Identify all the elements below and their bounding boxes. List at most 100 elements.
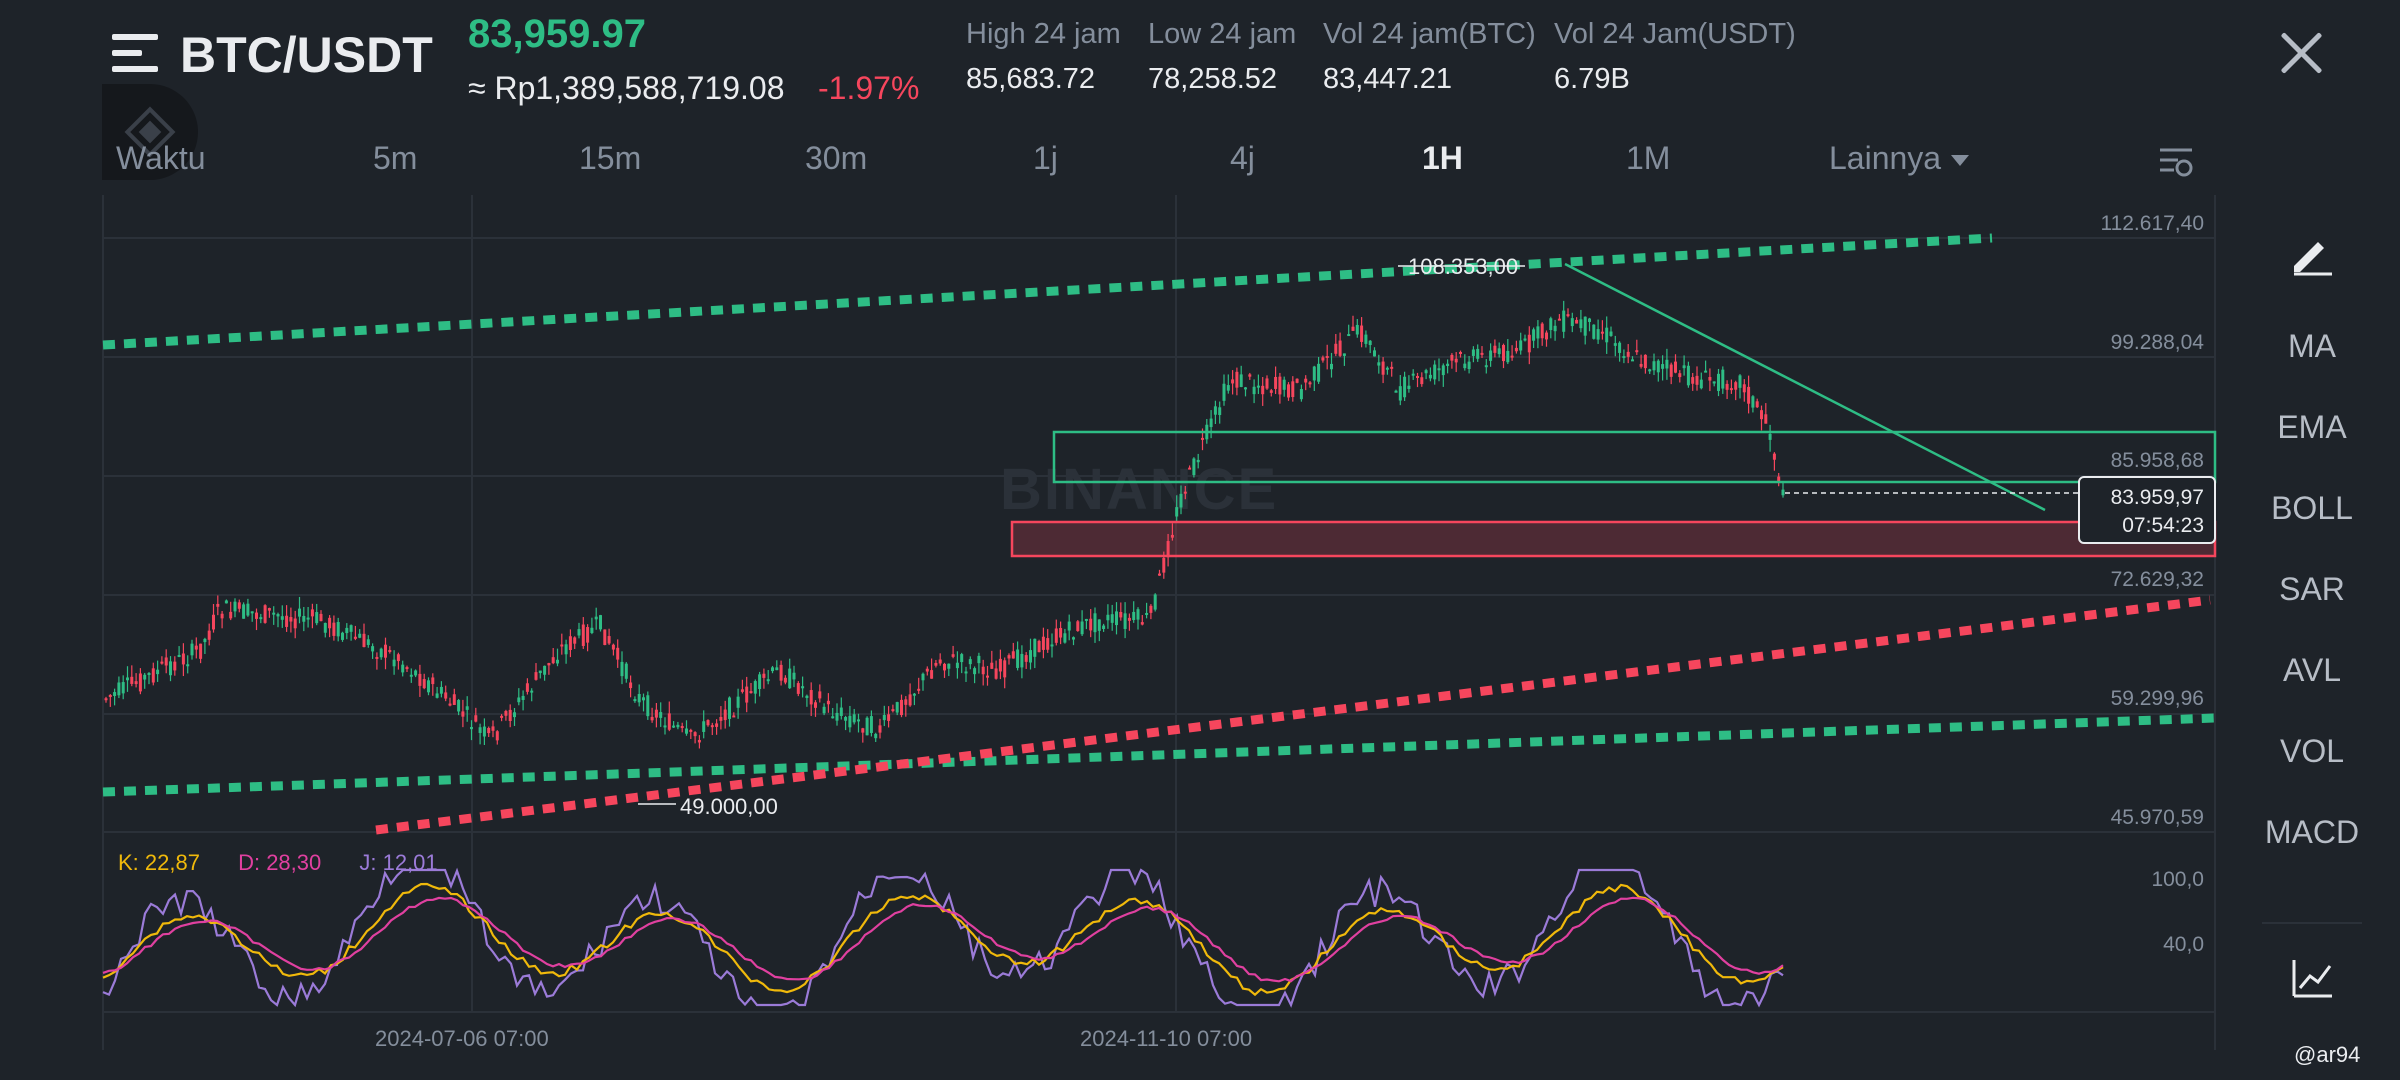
candle-body: [1110, 614, 1114, 623]
chart-type-icon[interactable]: [2290, 956, 2336, 1002]
tab-5m[interactable]: 5m: [373, 140, 418, 176]
candle-body: [1334, 343, 1338, 354]
candle-body: [775, 667, 779, 671]
tab-waktu[interactable]: Waktu: [116, 140, 206, 176]
candle-body: [216, 603, 220, 607]
stat-label: Low 24 jam: [1148, 18, 1297, 50]
candle-body: [796, 683, 800, 694]
candle-body: [461, 711, 465, 717]
candle-body: [865, 717, 869, 736]
tab-4j[interactable]: 4j: [1230, 140, 1255, 176]
candle-body: [594, 616, 598, 620]
stat-value: 85,683.72: [966, 63, 1096, 95]
candle-body: [126, 677, 129, 681]
author-credit: @ar94: [2294, 1042, 2361, 1067]
candle-body: [577, 629, 581, 636]
indicator-sar[interactable]: SAR: [2279, 571, 2345, 607]
candle-body: [1626, 351, 1630, 357]
candle-body: [1420, 377, 1424, 385]
candle-body: [164, 657, 168, 666]
candle-body: [1248, 374, 1252, 377]
menu-icon[interactable]: [112, 34, 158, 74]
candle-body: [1708, 377, 1712, 381]
tab-1m[interactable]: 1M: [1626, 140, 1671, 176]
candle-body: [1080, 621, 1084, 635]
candle-body: [1119, 611, 1123, 618]
tab-15m[interactable]: 15m: [579, 140, 642, 176]
candle-body: [276, 614, 280, 617]
candle-body: [1476, 348, 1480, 359]
indicator-ma[interactable]: MA: [2288, 328, 2336, 364]
pair-title[interactable]: BTC/USDT: [180, 27, 433, 83]
candle-body: [319, 613, 323, 622]
candle-body: [323, 622, 327, 633]
support-trendline: [375, 595, 2211, 835]
candle-body: [186, 664, 190, 667]
indicator-macd[interactable]: MACD: [2264, 814, 2360, 850]
candle-body: [160, 661, 164, 664]
chart-settings-icon[interactable]: [2158, 144, 2194, 180]
tab-more[interactable]: Lainnya: [1829, 140, 1970, 177]
candle-body: [1317, 363, 1321, 382]
candle-body: [951, 654, 955, 657]
candle-body: [1669, 364, 1673, 377]
candle-body: [1360, 325, 1364, 342]
candle-body: [1059, 627, 1063, 638]
candle-body: [147, 672, 151, 675]
candle-body: [1545, 332, 1548, 340]
candle-body: [1622, 356, 1626, 359]
tab-1j[interactable]: 1j: [1033, 140, 1058, 176]
candle-body: [611, 644, 615, 650]
candle-body: [706, 720, 710, 726]
stat-label: High 24 jam: [966, 18, 1121, 50]
candle-body: [521, 695, 525, 700]
candle-body: [680, 726, 684, 729]
candle-body: [1394, 390, 1398, 393]
candle-body: [590, 627, 594, 634]
candle-body: [697, 739, 701, 743]
tab-30m[interactable]: 30m: [805, 140, 868, 176]
indicator-avl[interactable]: AVL: [2282, 652, 2342, 688]
candle-body: [826, 700, 830, 705]
candle-body: [1592, 324, 1596, 339]
candle-body: [1536, 326, 1540, 339]
candle-body: [1355, 324, 1359, 335]
candle-body: [900, 699, 903, 716]
indicator-vol[interactable]: VOL: [2279, 733, 2345, 769]
candle-body: [1076, 621, 1080, 632]
candle-body: [1484, 365, 1488, 368]
candle-body: [237, 602, 241, 609]
stat-value: 6.79B: [1554, 63, 1630, 95]
candle-body: [1575, 319, 1579, 324]
candle-body: [504, 711, 508, 716]
kdj-legend: K: 22,87 D: 28,30 J: 12,01: [118, 850, 438, 876]
candle-body: [1407, 385, 1411, 389]
candle-body: [1742, 384, 1746, 393]
candle-body: [1613, 343, 1617, 346]
candle-body: [1527, 334, 1531, 353]
indicator-ema[interactable]: EMA: [2277, 409, 2347, 445]
candle-body: [371, 646, 375, 652]
candle-body: [1665, 359, 1669, 369]
candle-body: [1377, 362, 1381, 366]
candle-body: [947, 663, 951, 669]
candle-body: [444, 692, 448, 699]
draw-pencil-icon[interactable]: [2288, 228, 2336, 276]
candle-body: [1291, 381, 1295, 398]
candle-body: [882, 715, 886, 721]
candle-body: [732, 715, 736, 718]
candle-body: [534, 672, 538, 680]
candle-body: [1747, 386, 1751, 404]
candle-body: [500, 715, 504, 718]
candle-body: [1239, 374, 1243, 387]
candle-body: [654, 709, 658, 718]
tab-1h[interactable]: 1H: [1422, 140, 1463, 176]
candle-body: [353, 636, 357, 639]
candle-body: [1299, 388, 1303, 400]
candle-body: [491, 726, 495, 731]
candle-body: [1037, 640, 1041, 653]
candle-body: [1287, 384, 1290, 398]
indicator-boll[interactable]: BOLL: [2271, 490, 2353, 526]
candle-body: [1446, 363, 1450, 366]
